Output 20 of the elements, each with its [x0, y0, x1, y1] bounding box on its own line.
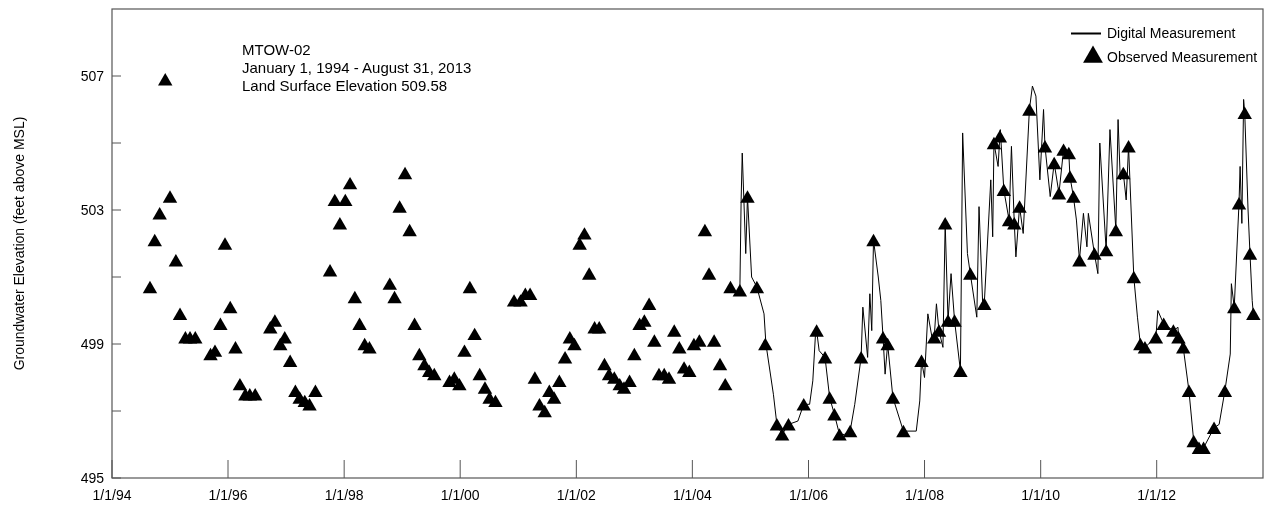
x-tick-label: 1/1/10	[1021, 487, 1061, 503]
text: MTOW-02	[242, 41, 311, 58]
legend-label: Observed Measurement	[1107, 49, 1258, 65]
x-tick-label: 1/1/04	[672, 487, 713, 503]
y-tick-label: 495	[80, 470, 105, 486]
annotation: Land Surface Elevation 509.58	[242, 77, 448, 94]
x-tick-label: 1/1/08	[905, 487, 945, 503]
text: January 1, 1994 - August 31, 2013	[242, 59, 472, 76]
x-tick-label: 1/1/02	[556, 487, 597, 503]
x-tick-label: 1/1/00	[440, 487, 480, 503]
legend-label: Digital Measurement	[1107, 25, 1236, 41]
y-tick-label: 507	[80, 68, 105, 84]
x-tick-label: 1/1/96	[208, 487, 248, 503]
y-tick-label: 503	[80, 202, 105, 218]
x-tick-label: 1/1/12	[1137, 487, 1177, 503]
y-axis-title: Groundwater Elevation (feet above MSL)	[11, 116, 27, 371]
x-tick-label: 1/1/94	[92, 487, 132, 503]
x-tick-label: 1/1/98	[324, 487, 364, 503]
x-tick-label: 1/1/06	[789, 487, 829, 503]
y-tick-label: 499	[80, 336, 105, 352]
